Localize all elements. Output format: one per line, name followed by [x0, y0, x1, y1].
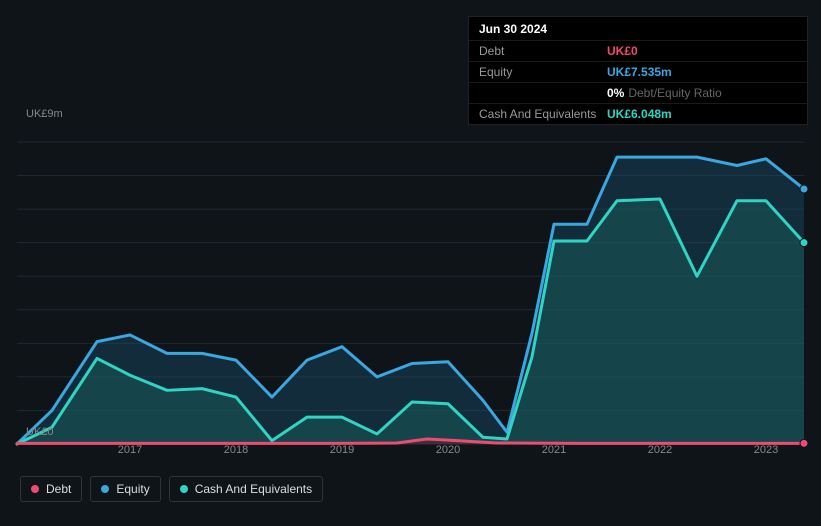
tooltip-row-label: Equity: [479, 65, 607, 79]
legend-dot-icon: [101, 485, 109, 493]
tooltip-row-value: UK£6.048m: [607, 107, 672, 121]
legend-item[interactable]: Cash And Equivalents: [169, 476, 323, 502]
legend-item[interactable]: Equity: [90, 476, 160, 502]
chart-tooltip: Jun 30 2024 DebtUK£0EquityUK£7.535m0%Deb…: [468, 16, 808, 125]
legend-dot-icon: [31, 485, 39, 493]
tooltip-row: 0% Debt/Equity Ratio: [469, 82, 807, 103]
tooltip-row-value: 0%: [607, 86, 624, 100]
legend-label: Debt: [46, 482, 71, 496]
x-axis: 20172018201920202021202220232024: [17, 444, 804, 459]
tooltip-row-value: UK£7.535m: [607, 65, 672, 79]
chart-legend: Debt Equity Cash And Equivalents: [20, 476, 323, 502]
x-axis-label: 2019: [330, 444, 354, 456]
tooltip-row-label: Cash And Equivalents: [479, 107, 607, 121]
legend-label: Cash And Equivalents: [195, 482, 312, 496]
legend-dot-icon: [180, 485, 188, 493]
legend-item[interactable]: Debt: [20, 476, 82, 502]
tooltip-row: EquityUK£7.535m: [469, 61, 807, 82]
chart-svg: [17, 142, 804, 444]
tooltip-row-extra: Debt/Equity Ratio: [628, 86, 721, 100]
tooltip-row: DebtUK£0: [469, 40, 807, 61]
x-axis-label: 2022: [648, 444, 672, 456]
tooltip-date: Jun 30 2024: [469, 17, 807, 40]
chart-area: UK£9m UK£0 20172018201920202021202220232…: [17, 120, 804, 516]
y-axis-max-label: UK£9m: [26, 108, 63, 120]
y-axis-min-label: UK£0: [26, 426, 54, 438]
tooltip-row-label: Debt: [479, 44, 607, 58]
x-axis-label: 2018: [224, 444, 248, 456]
legend-label: Equity: [116, 482, 149, 496]
tooltip-row-value: UK£0: [607, 44, 638, 58]
x-axis-label: 2020: [436, 444, 460, 456]
x-axis-label: 2023: [754, 444, 778, 456]
x-axis-label: 2021: [542, 444, 566, 456]
x-axis-label: 2017: [118, 444, 142, 456]
